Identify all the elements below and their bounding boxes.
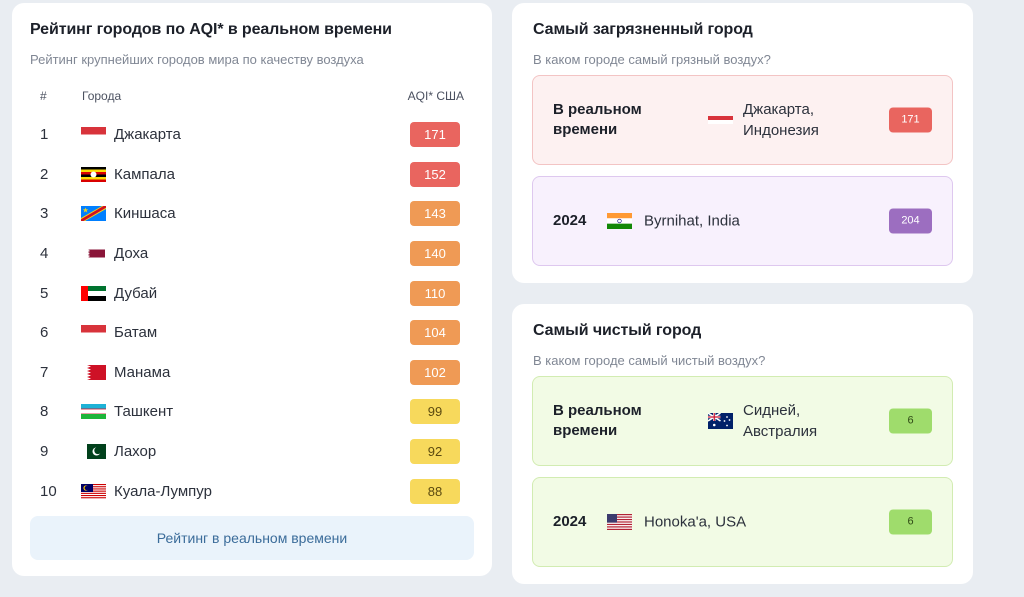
ranking-card: Рейтинг городов по AQI* в реальном време… (12, 3, 492, 576)
aqi-badge: 152 (410, 161, 460, 187)
city-name[interactable]: Куала-Лумпур (114, 482, 212, 500)
ranking-subtitle: Рейтинг крупнейших городов мира по качес… (30, 52, 364, 67)
clean-year-panel[interactable]: 2024 Honoka'a, USA 6 (532, 477, 953, 567)
drc-flag-icon (81, 206, 106, 222)
city-name[interactable]: Джакарта (114, 126, 181, 144)
rank-number: 1 (40, 126, 49, 144)
table-row[interactable]: 8 Ташкент 99 (40, 392, 464, 432)
city-name[interactable]: Батам (114, 324, 158, 342)
aqi-badge: 6 (889, 509, 932, 535)
year-label: 2024 (553, 513, 587, 530)
aqi-badge: 102 (410, 359, 460, 385)
aqi-badge: 6 (889, 408, 932, 434)
realtime-ranking-button[interactable]: Рейтинг в реальном времени (30, 516, 474, 560)
bahrain-flag-icon (81, 364, 106, 380)
polluted-year-panel[interactable]: 2024 Byrnihat, India 204 (532, 176, 953, 266)
rank-number: 3 (40, 205, 49, 223)
polluted-year-place[interactable]: Byrnihat, India (644, 212, 740, 230)
polluted-realtime-place[interactable]: Джакарта, Индонезия (743, 99, 819, 141)
rank-number: 8 (40, 403, 49, 421)
rank-number: 2 (40, 165, 49, 183)
city-name[interactable]: Манама (114, 363, 171, 381)
aqi-badge: 140 (410, 241, 460, 267)
usa-flag-icon (607, 514, 632, 530)
rank-number: 6 (40, 324, 49, 342)
rank-number: 7 (40, 363, 49, 381)
indonesia-flag-icon (81, 127, 106, 143)
city-name[interactable]: Ташкент (114, 403, 174, 421)
place-city: Джакарта, (743, 101, 814, 118)
aqi-badge: 92 (410, 439, 460, 465)
year-label: 2024 (553, 212, 587, 229)
clean-realtime-panel[interactable]: В реальном времени Сидней, Австралия 6 (532, 376, 953, 466)
realtime-label: В реальном времени (553, 101, 642, 138)
ranking-title: Рейтинг городов по AQI* в реальном време… (30, 21, 392, 38)
table-row[interactable]: 10 Куала-Лумпур 88 (40, 471, 464, 511)
city-name[interactable]: Доха (114, 245, 149, 263)
ranking-table-body: 1 Джакарта 171 2 Кампала 152 3 Киншаса 1… (40, 115, 464, 511)
aqi-badge: 171 (410, 122, 460, 148)
australia-flag-icon (708, 413, 733, 429)
clean-title: Самый чистый город (533, 322, 702, 339)
aqi-badge: 88 (410, 478, 460, 504)
table-row[interactable]: 9 Лахор 92 (40, 432, 464, 472)
table-row[interactable]: 3 Киншаса 143 (40, 194, 464, 234)
realtime-label: В реальном времени (553, 402, 642, 439)
indonesia-flag-icon (81, 325, 106, 341)
ranking-table-header: # Города AQI* США (40, 89, 464, 103)
aqi-badge: 99 (410, 399, 460, 425)
rank-number: 10 (40, 482, 57, 500)
qatar-flag-icon (81, 246, 106, 261)
table-row[interactable]: 4 Доха 140 (40, 234, 464, 274)
place-country: Индонезия (743, 122, 819, 139)
pakistan-flag-icon (81, 444, 106, 460)
table-row[interactable]: 7 Манама 102 (40, 353, 464, 393)
header-aqi: AQI* США (407, 89, 464, 103)
cleanest-card: Самый чистый город В каком городе самый … (512, 304, 973, 584)
aqi-badge: 171 (889, 107, 932, 133)
clean-year-place[interactable]: Honoka'a, USA (644, 513, 747, 531)
table-row[interactable]: 2 Кампала 152 (40, 155, 464, 195)
table-row[interactable]: 6 Батам 104 (40, 313, 464, 353)
city-name[interactable]: Лахор (114, 443, 157, 461)
india-flag-icon (607, 213, 632, 229)
aqi-badge: 104 (410, 320, 460, 346)
place-country: Австралия (743, 423, 818, 440)
polluted-title: Самый загрязненный город (533, 21, 753, 38)
indonesia-flag-icon (708, 112, 733, 128)
city-name[interactable]: Дубай (114, 284, 158, 302)
aqi-badge: 110 (410, 280, 460, 306)
uganda-flag-icon (81, 166, 106, 182)
place-city: Сидней, (743, 402, 801, 419)
rank-number: 9 (40, 443, 49, 461)
uae-flag-icon (81, 285, 106, 301)
header-city: Города (82, 89, 122, 103)
clean-subtitle: В каком городе самый чистый воздух? (533, 353, 766, 368)
header-rank: # (40, 89, 47, 103)
polluted-subtitle: В каком городе самый грязный воздух? (533, 52, 771, 67)
most-polluted-card: Самый загрязненный город В каком городе … (512, 3, 973, 283)
city-name[interactable]: Кампала (114, 165, 175, 183)
uzbekistan-flag-icon (81, 404, 106, 420)
table-row[interactable]: 1 Джакарта 171 (40, 115, 464, 155)
aqi-badge: 204 (889, 208, 932, 234)
clean-realtime-place[interactable]: Сидней, Австралия (743, 400, 817, 442)
rank-number: 5 (40, 284, 49, 302)
city-name[interactable]: Киншаса (114, 205, 176, 223)
malaysia-flag-icon (81, 483, 106, 499)
aqi-badge: 143 (410, 201, 460, 227)
table-row[interactable]: 5 Дубай 110 (40, 273, 464, 313)
rank-number: 4 (40, 245, 49, 263)
polluted-realtime-panel[interactable]: В реальном времени Джакарта, Индонезия 1… (532, 75, 953, 165)
